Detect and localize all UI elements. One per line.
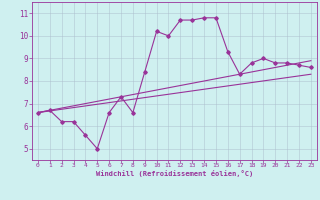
X-axis label: Windchill (Refroidissement éolien,°C): Windchill (Refroidissement éolien,°C) [96, 170, 253, 177]
